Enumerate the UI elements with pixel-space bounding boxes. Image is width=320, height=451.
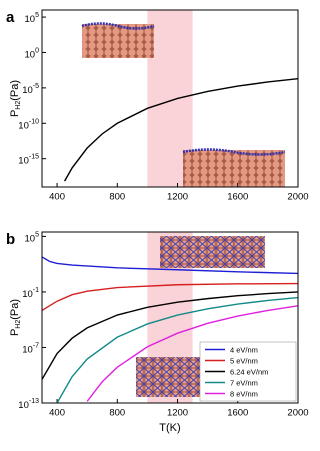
y-label-part: H2 <box>15 101 22 110</box>
series-line <box>63 77 298 182</box>
y-tick-label: 10-13 <box>18 398 39 411</box>
y-label-part: (Pa) <box>9 299 21 320</box>
y-axis-label: PH2(Pa) <box>9 299 22 336</box>
y-tick-label: 10-1 <box>22 287 39 300</box>
series-line <box>42 256 298 275</box>
structure-inset <box>82 24 154 58</box>
molecule-layer <box>81 22 155 30</box>
x-tick-label: 2000 <box>287 408 308 419</box>
y-tick-label: 100 <box>25 47 40 60</box>
y-tick-label: 105 <box>25 231 40 244</box>
y-axis-label: PH2(Pa) <box>9 80 22 117</box>
y-label-part: H2 <box>15 320 22 329</box>
series-line <box>42 282 298 312</box>
plot-lines <box>63 77 298 182</box>
x-tick-label: 800 <box>109 192 125 203</box>
y-tick-label: 10-10 <box>18 118 39 131</box>
x-axis-label: T(K) <box>159 422 180 434</box>
legend-label: 8 eV/nm <box>230 389 258 398</box>
molecule-layer <box>182 148 286 156</box>
y-label-part: P <box>9 329 21 336</box>
legend-label: 4 eV/nm <box>230 345 258 354</box>
y-label-part: (Pa) <box>9 80 21 101</box>
y-tick-label: 10-5 <box>22 83 39 96</box>
structure-inset <box>160 236 265 268</box>
x-tick-label: 1200 <box>167 192 188 203</box>
legend-label: 5 eV/nm <box>230 356 258 365</box>
x-tick-label: 400 <box>49 192 65 203</box>
panel-label: a <box>6 9 15 26</box>
x-tick-label: 400 <box>49 408 65 419</box>
x-tick-label: 1200 <box>167 408 188 419</box>
series-line <box>56 296 298 403</box>
structure-inset <box>183 150 285 187</box>
y-tick-label: 105 <box>25 12 40 25</box>
plot-frame <box>41 9 299 188</box>
panel-label: b <box>6 231 15 248</box>
series-line <box>42 291 298 380</box>
y-tick-label: 10-15 <box>18 154 39 167</box>
series-line <box>86 305 298 402</box>
y-tick-label: 10-7 <box>22 342 39 355</box>
plot-lines <box>42 256 298 403</box>
legend-label: 6.24 eV/nm <box>230 367 268 376</box>
x-tick-label: 1600 <box>227 192 248 203</box>
x-tick-label: 1600 <box>227 408 248 419</box>
x-tick-label: 800 <box>109 408 125 419</box>
x-tick-label: 2000 <box>287 192 308 203</box>
y-label-part: P <box>9 110 21 117</box>
plot-frame <box>41 231 299 404</box>
legend-label: 7 eV/nm <box>230 378 258 387</box>
